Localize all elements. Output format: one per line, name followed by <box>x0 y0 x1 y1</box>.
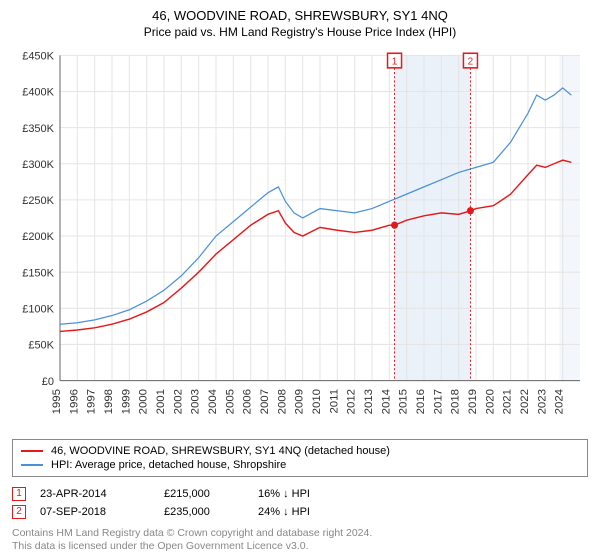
svg-text:2003: 2003 <box>190 389 202 414</box>
svg-text:£50K: £50K <box>28 339 54 351</box>
footnote-line: This data is licensed under the Open Gov… <box>12 540 588 554</box>
sales-table: 1 23-APR-2014 £215,000 16% ↓ HPI 2 07-SE… <box>12 485 588 521</box>
svg-text:2018: 2018 <box>450 389 462 414</box>
svg-text:2009: 2009 <box>294 389 306 414</box>
svg-text:£0: £0 <box>42 376 54 388</box>
legend-item: HPI: Average price, detached house, Shro… <box>21 458 579 472</box>
page-title: 46, WOODVINE ROAD, SHREWSBURY, SY1 4NQ <box>12 8 588 23</box>
svg-text:£150K: £150K <box>22 267 54 279</box>
legend-label: 46, WOODVINE ROAD, SHREWSBURY, SY1 4NQ (… <box>51 445 390 457</box>
price-chart: £0 £50K £100K £150K £200K £250K £300K £350K £400… <box>12 47 588 433</box>
sale-price: £215,000 <box>164 488 244 500</box>
legend-swatch-icon <box>21 464 43 466</box>
svg-text:2016: 2016 <box>415 389 427 414</box>
svg-text:2022: 2022 <box>519 389 531 414</box>
svg-text:£250K: £250K <box>22 195 54 207</box>
svg-text:2019: 2019 <box>467 389 479 414</box>
svg-text:1999: 1999 <box>121 389 133 414</box>
footnote: Contains HM Land Registry data © Crown c… <box>12 527 588 554</box>
svg-text:1995: 1995 <box>51 389 63 414</box>
svg-text:1997: 1997 <box>86 389 98 414</box>
svg-text:2024: 2024 <box>554 389 566 414</box>
table-row: 1 23-APR-2014 £215,000 16% ↓ HPI <box>12 485 588 503</box>
sale-date: 07-SEP-2018 <box>40 506 150 518</box>
svg-text:£400K: £400K <box>22 86 54 98</box>
svg-text:2023: 2023 <box>537 389 549 414</box>
svg-text:£300K: £300K <box>22 159 54 171</box>
legend-item: 46, WOODVINE ROAD, SHREWSBURY, SY1 4NQ (… <box>21 444 579 458</box>
svg-text:2: 2 <box>468 57 474 68</box>
sale-diff: 16% ↓ HPI <box>258 488 348 500</box>
sale-marker-icon: 2 <box>12 505 26 519</box>
svg-text:2020: 2020 <box>485 389 497 414</box>
svg-text:2017: 2017 <box>433 389 445 414</box>
svg-text:2004: 2004 <box>207 389 219 414</box>
svg-text:2011: 2011 <box>329 389 341 414</box>
svg-text:2008: 2008 <box>277 389 289 414</box>
svg-text:2005: 2005 <box>225 389 237 414</box>
svg-text:1996: 1996 <box>69 389 81 414</box>
legend-swatch-icon <box>21 450 43 452</box>
svg-text:£350K: £350K <box>22 123 54 135</box>
svg-text:2000: 2000 <box>138 389 150 414</box>
svg-text:2002: 2002 <box>173 389 185 414</box>
svg-text:£100K: £100K <box>22 303 54 315</box>
svg-text:2014: 2014 <box>381 389 393 414</box>
svg-text:2007: 2007 <box>259 389 271 414</box>
table-row: 2 07-SEP-2018 £235,000 24% ↓ HPI <box>12 503 588 521</box>
svg-text:2013: 2013 <box>363 389 375 414</box>
svg-text:2001: 2001 <box>155 389 167 414</box>
page-subtitle: Price paid vs. HM Land Registry's House … <box>12 25 588 39</box>
sale-date: 23-APR-2014 <box>40 488 150 500</box>
svg-text:£450K: £450K <box>22 50 54 62</box>
svg-text:2006: 2006 <box>242 389 254 414</box>
svg-text:2015: 2015 <box>398 389 410 414</box>
svg-text:2021: 2021 <box>502 389 514 414</box>
sale-price: £235,000 <box>164 506 244 518</box>
svg-text:1: 1 <box>392 57 398 68</box>
footnote-line: Contains HM Land Registry data © Crown c… <box>12 527 588 541</box>
svg-text:£200K: £200K <box>22 231 54 243</box>
sale-diff: 24% ↓ HPI <box>258 506 348 518</box>
chart-legend: 46, WOODVINE ROAD, SHREWSBURY, SY1 4NQ (… <box>12 439 588 477</box>
sale-marker-icon: 1 <box>12 487 26 501</box>
svg-text:2012: 2012 <box>346 389 358 414</box>
legend-label: HPI: Average price, detached house, Shro… <box>51 459 286 471</box>
svg-text:2010: 2010 <box>311 389 323 414</box>
svg-text:1998: 1998 <box>103 389 115 414</box>
